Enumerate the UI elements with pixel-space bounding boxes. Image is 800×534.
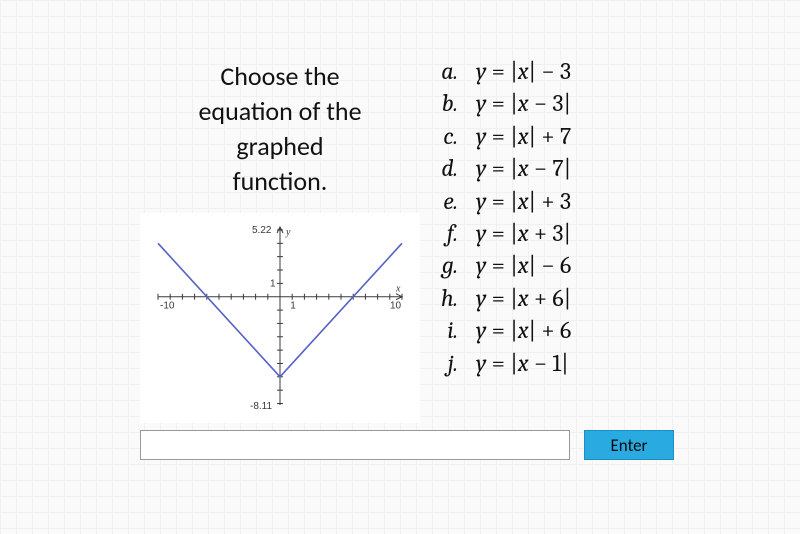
options-list: a.y = |x| − 3b.y = |x − 3|c.y = |x| + 7d… — [430, 55, 571, 423]
option-letter: j. — [434, 347, 476, 379]
option-row: i.y = |x| + 6 — [434, 314, 571, 346]
enter-button[interactable]: Enter — [584, 430, 674, 460]
prompt-line: function. — [233, 165, 328, 197]
option-letter: f. — [434, 217, 476, 249]
option-letter: d. — [434, 152, 476, 184]
option-row: g.y = |x| − 6 — [434, 249, 571, 281]
option-equation: y = |x + 3| — [476, 217, 571, 249]
function-graph: -10 10 5.22 -8.11 1 1 x y — [140, 213, 420, 423]
option-equation: y = |x + 6| — [476, 282, 571, 314]
left-column: Choose the equation of the graphed funct… — [140, 55, 420, 423]
option-letter: g. — [434, 249, 476, 281]
option-letter: i. — [434, 314, 476, 346]
option-equation: y = |x − 3| — [476, 87, 571, 119]
question-prompt: Choose the equation of the graphed funct… — [198, 59, 361, 199]
option-equation: y = |x| + 6 — [476, 314, 571, 346]
option-row: f.y = |x + 3| — [434, 217, 571, 249]
answer-input[interactable] — [140, 430, 570, 460]
question-panel: Choose the equation of the graphed funct… — [140, 55, 571, 423]
option-row: d.y = |x − 7| — [434, 152, 571, 184]
option-letter: a. — [434, 55, 476, 87]
option-equation: y = |x| − 3 — [476, 55, 571, 87]
svg-text:10: 10 — [390, 301, 402, 312]
svg-text:-8.11: -8.11 — [250, 401, 272, 412]
option-row: a.y = |x| − 3 — [434, 55, 571, 87]
svg-text:1: 1 — [270, 279, 276, 290]
prompt-line: Choose the — [220, 60, 339, 92]
svg-text:y: y — [285, 227, 291, 238]
option-letter: h. — [434, 282, 476, 314]
svg-text:-10: -10 — [160, 301, 175, 312]
prompt-line: graphed — [236, 130, 323, 162]
svg-text:5.22: 5.22 — [252, 225, 272, 236]
svg-text:x: x — [395, 284, 401, 295]
option-letter: e. — [434, 185, 476, 217]
option-row: e.y = |x| + 3 — [434, 185, 571, 217]
option-row: c.y = |x| + 7 — [434, 120, 571, 152]
option-equation: y = |x| + 7 — [476, 120, 571, 152]
svg-text:1: 1 — [290, 301, 296, 312]
option-letter: b. — [434, 87, 476, 119]
option-equation: y = |x| − 6 — [476, 249, 571, 281]
answer-row: Enter — [140, 430, 674, 460]
option-equation: y = |x − 1| — [476, 347, 569, 379]
option-row: b.y = |x − 3| — [434, 87, 571, 119]
option-equation: y = |x| + 3 — [476, 185, 571, 217]
option-row: h.y = |x + 6| — [434, 282, 571, 314]
option-letter: c. — [434, 120, 476, 152]
option-equation: y = |x − 7| — [476, 152, 571, 184]
prompt-line: equation of the — [198, 95, 361, 127]
option-row: j.y = |x − 1| — [434, 347, 571, 379]
